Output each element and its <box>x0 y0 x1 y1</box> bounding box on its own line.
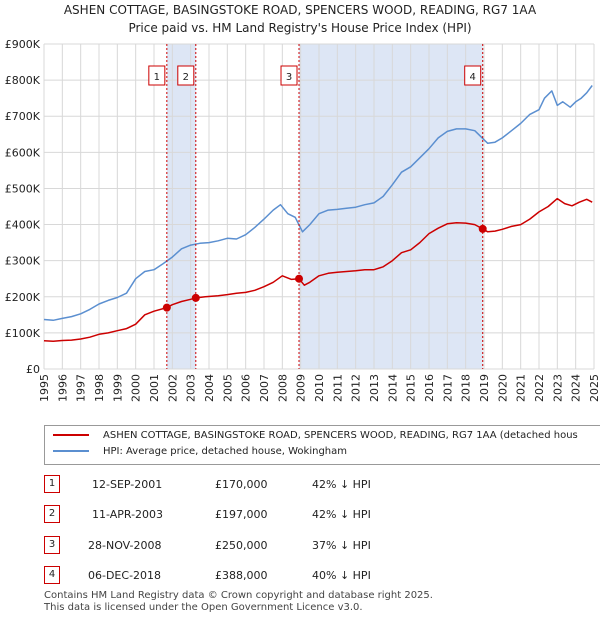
sale-price: £388,000 <box>215 569 268 582</box>
x-tick-label: 2015 <box>405 374 418 402</box>
x-tick-label: 1999 <box>111 374 124 402</box>
x-tick-label: 2013 <box>368 374 381 402</box>
x-tick-label: 2020 <box>496 374 509 402</box>
sale-price: £197,000 <box>215 508 268 521</box>
sale-label-number: 3 <box>286 72 292 83</box>
legend-label-price-paid: ASHEN COTTAGE, BASINGSTOKE ROAD, SPENCER… <box>103 430 578 441</box>
legend-item-hpi: HPI: Average price, detached house, Woki… <box>53 446 347 462</box>
chart-legend: ASHEN COTTAGE, BASINGSTOKE ROAD, SPENCER… <box>44 425 600 465</box>
sale-price: £170,000 <box>215 478 268 491</box>
x-tick-label: 2019 <box>478 374 491 402</box>
price-chart: £0 £100K £200K £300K £400K £500K £600K £700K £80… <box>5 38 600 402</box>
ownership-shaded-range <box>166 44 196 369</box>
x-tick-label: 2009 <box>295 374 308 402</box>
legend-swatch-price-paid <box>53 434 89 436</box>
table-row: 1 12-SEP-2001 £170,000 42% ↓ HPI <box>0 475 600 495</box>
sale-point <box>162 303 171 312</box>
x-tick-label: 2025 <box>588 374 600 402</box>
y-tick-label: £600K <box>5 146 41 159</box>
legend-swatch-hpi <box>53 450 89 452</box>
y-tick-label: £300K <box>5 255 41 268</box>
sale-label-box <box>280 65 298 86</box>
x-tick-label: 2004 <box>203 374 216 402</box>
sale-label-box <box>464 65 482 86</box>
table-row: 2 11-APR-2003 £197,000 42% ↓ HPI <box>0 505 600 525</box>
y-tick-label: £700K <box>5 110 41 123</box>
x-tick-label: 2002 <box>166 374 179 402</box>
x-tick-label: 2014 <box>386 374 399 402</box>
legend-label-hpi: HPI: Average price, detached house, Woki… <box>103 446 347 457</box>
sale-point <box>478 224 487 233</box>
x-tick-label: 1997 <box>75 374 88 402</box>
x-tick-label: 2012 <box>350 374 363 402</box>
sale-label-box <box>148 65 166 86</box>
sale-number-badge: 3 <box>44 536 60 554</box>
x-tick-label: 2011 <box>331 374 344 402</box>
table-row: 3 28-NOV-2008 £250,000 37% ↓ HPI <box>0 536 600 556</box>
y-tick-label: £800K <box>5 74 41 87</box>
sale-point <box>191 293 200 302</box>
sale-label-number: 4 <box>470 72 476 83</box>
x-tick-label: 1996 <box>56 374 69 402</box>
sale-number-badge: 4 <box>44 566 60 584</box>
x-tick-label: 2018 <box>460 374 473 402</box>
x-tick-label: 1998 <box>93 374 106 402</box>
sale-hpi-delta: 40% ↓ HPI <box>312 569 371 582</box>
y-tick-label: £100K <box>5 327 41 340</box>
sale-price: £250,000 <box>215 539 268 552</box>
chart-title-line2: Price paid vs. HM Land Registry's House … <box>128 21 472 35</box>
sale-date: 11-APR-2003 <box>92 508 164 521</box>
y-tick-label: £200K <box>5 291 41 304</box>
y-tick-label: £0 <box>26 363 40 376</box>
hpi-series-line <box>43 85 593 322</box>
x-tick-label: 2006 <box>240 374 253 402</box>
table-row: 4 06-DEC-2018 £388,000 40% ↓ HPI <box>0 566 600 586</box>
sale-number-badge: 1 <box>44 475 60 493</box>
ownership-shaded-range <box>299 44 483 369</box>
legend-item-price-paid: ASHEN COTTAGE, BASINGSTOKE ROAD, SPENCER… <box>53 430 578 446</box>
sale-point <box>295 274 304 283</box>
y-tick-label: £500K <box>5 182 41 195</box>
sale-hpi-delta: 42% ↓ HPI <box>312 478 371 491</box>
footer-licence: This data is licensed under the Open Gov… <box>44 602 363 613</box>
x-tick-label: 2010 <box>313 374 326 402</box>
footer-copyright: Contains HM Land Registry data © Crown c… <box>44 590 433 601</box>
x-tick-label: 1995 <box>38 374 51 402</box>
sale-label-number: 2 <box>183 72 189 83</box>
x-tick-label: 2007 <box>258 374 271 402</box>
x-tick-label: 2017 <box>441 374 454 402</box>
x-tick-label: 2001 <box>148 374 161 402</box>
sale-label-box <box>177 65 195 86</box>
price-paid-series-line <box>43 197 593 342</box>
x-tick-label: 2005 <box>221 374 234 402</box>
x-tick-label: 2003 <box>185 374 198 402</box>
sale-number-badge: 2 <box>44 505 60 523</box>
sale-date: 28-NOV-2008 <box>88 539 162 552</box>
y-tick-label: £900K <box>5 38 41 51</box>
x-tick-label: 2021 <box>515 374 528 402</box>
sale-date: 12-SEP-2001 <box>92 478 163 491</box>
x-tick-label: 2008 <box>276 374 289 402</box>
x-tick-label: 2000 <box>130 374 143 402</box>
y-tick-label: £400K <box>5 219 41 232</box>
x-tick-label: 2022 <box>533 374 546 402</box>
sale-hpi-delta: 37% ↓ HPI <box>312 539 371 552</box>
chart-title-line1: ASHEN COTTAGE, BASINGSTOKE ROAD, SPENCER… <box>63 3 537 17</box>
sale-label-number: 1 <box>154 72 160 83</box>
sale-hpi-delta: 42% ↓ HPI <box>312 508 371 521</box>
x-tick-label: 2023 <box>551 374 564 402</box>
sale-date: 06-DEC-2018 <box>88 569 162 582</box>
x-tick-label: 2016 <box>423 374 436 402</box>
x-tick-label: 2024 <box>570 374 583 402</box>
